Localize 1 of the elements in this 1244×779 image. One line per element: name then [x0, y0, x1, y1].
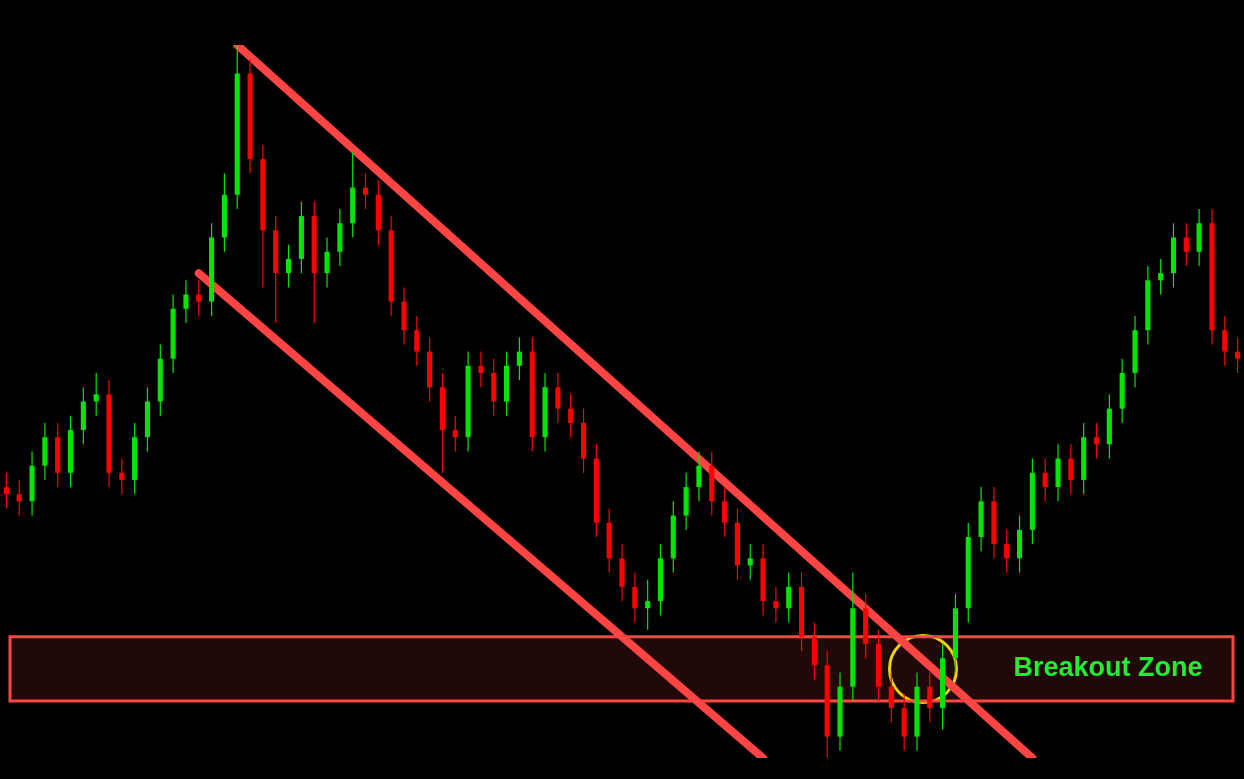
band-label: Breakout Zone — [1013, 652, 1203, 683]
